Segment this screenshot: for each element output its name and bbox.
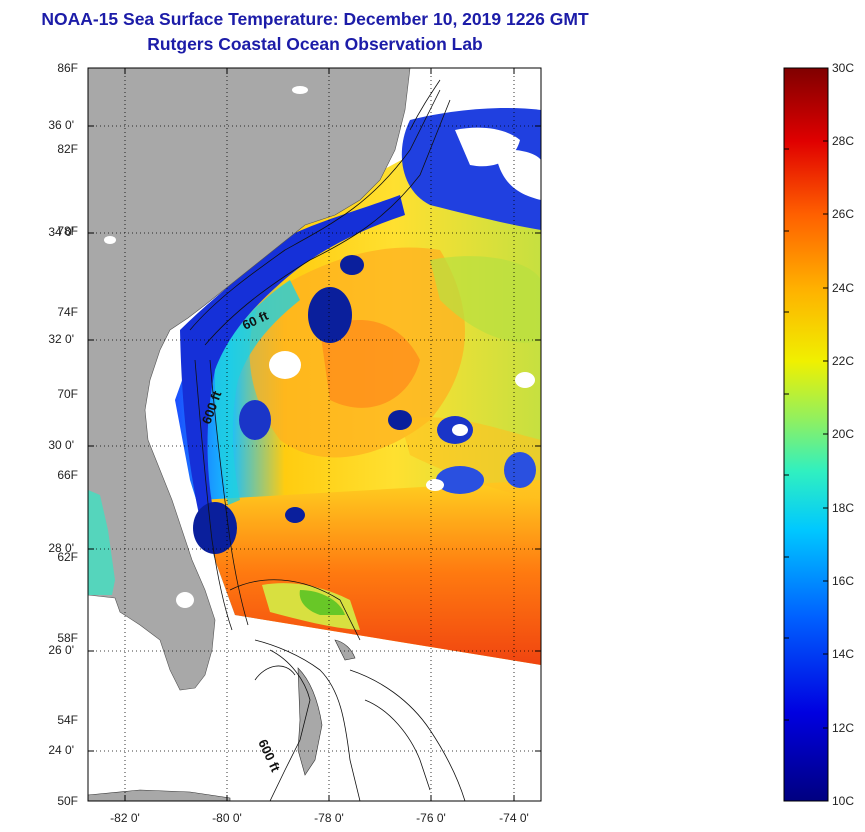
colorbar-ticks — [784, 140, 828, 729]
lat-label-36: 36 0' — [48, 118, 74, 132]
colorbar-label-12c: 12C — [832, 721, 855, 735]
colorbar-label-20c: 20C — [832, 427, 855, 441]
colorbar-label-18c: 18C — [832, 501, 855, 515]
colorbar-label-10c: 10C — [832, 794, 855, 808]
lon-label-82: -82 0' — [110, 811, 140, 825]
lat-label-26: 26 0' — [48, 643, 74, 657]
map-area — [88, 68, 541, 801]
colorbar-label-14c: 14C — [832, 647, 855, 661]
map-title: NOAA-15 Sea Surface Temperature: Decembe… — [41, 9, 589, 29]
colorbar — [783, 67, 829, 802]
colorbar-label-24c: 24C — [832, 281, 855, 295]
colorbar-label-30c: 30C — [832, 61, 855, 75]
island — [88, 789, 231, 801]
colorbar-label-50f: 50F — [57, 794, 78, 808]
lat-label-32: 32 0' — [48, 332, 74, 346]
land-mass — [88, 68, 411, 691]
colorbar-label-78f: 78F — [57, 224, 78, 238]
colorbar-label-82f: 82F — [57, 142, 78, 156]
colorbar-label-54f: 54F — [57, 713, 78, 727]
colorbar-label-70f: 70F — [57, 387, 78, 401]
island — [334, 639, 356, 661]
axis-ticks — [88, 68, 541, 801]
colorbar-label-26c: 26C — [832, 207, 855, 221]
depth-contours — [189, 79, 466, 801]
lon-label-74: -74 0' — [499, 811, 529, 825]
colorbar-label-66f: 66F — [57, 468, 78, 482]
lon-label-76: -76 0' — [416, 811, 446, 825]
lat-label-30: 30 0' — [48, 438, 74, 452]
colorbar-label-86f: 86F — [57, 61, 78, 75]
island — [297, 667, 323, 776]
lat-label-28: 28 0' — [48, 541, 74, 555]
colorbar-label-62f: 62F — [57, 550, 78, 564]
lon-label-78: -78 0' — [314, 811, 344, 825]
lon-label-80: -80 0' — [212, 811, 242, 825]
map-subtitle: Rutgers Coastal Ocean Observation Lab — [147, 34, 483, 54]
map-frame — [87, 67, 542, 802]
colorbar-label-16c: 16C — [832, 574, 855, 588]
sst-swath — [175, 108, 541, 665]
colorbar-label-58f: 58F — [57, 631, 78, 645]
colorbar-label-22c: 22C — [832, 354, 855, 368]
lat-label-34: 34 0' — [48, 225, 74, 239]
colorbar-label-74f: 74F — [57, 305, 78, 319]
colorbar-label-28c: 28C — [832, 134, 855, 148]
lat-label-24: 24 0' — [48, 743, 74, 757]
